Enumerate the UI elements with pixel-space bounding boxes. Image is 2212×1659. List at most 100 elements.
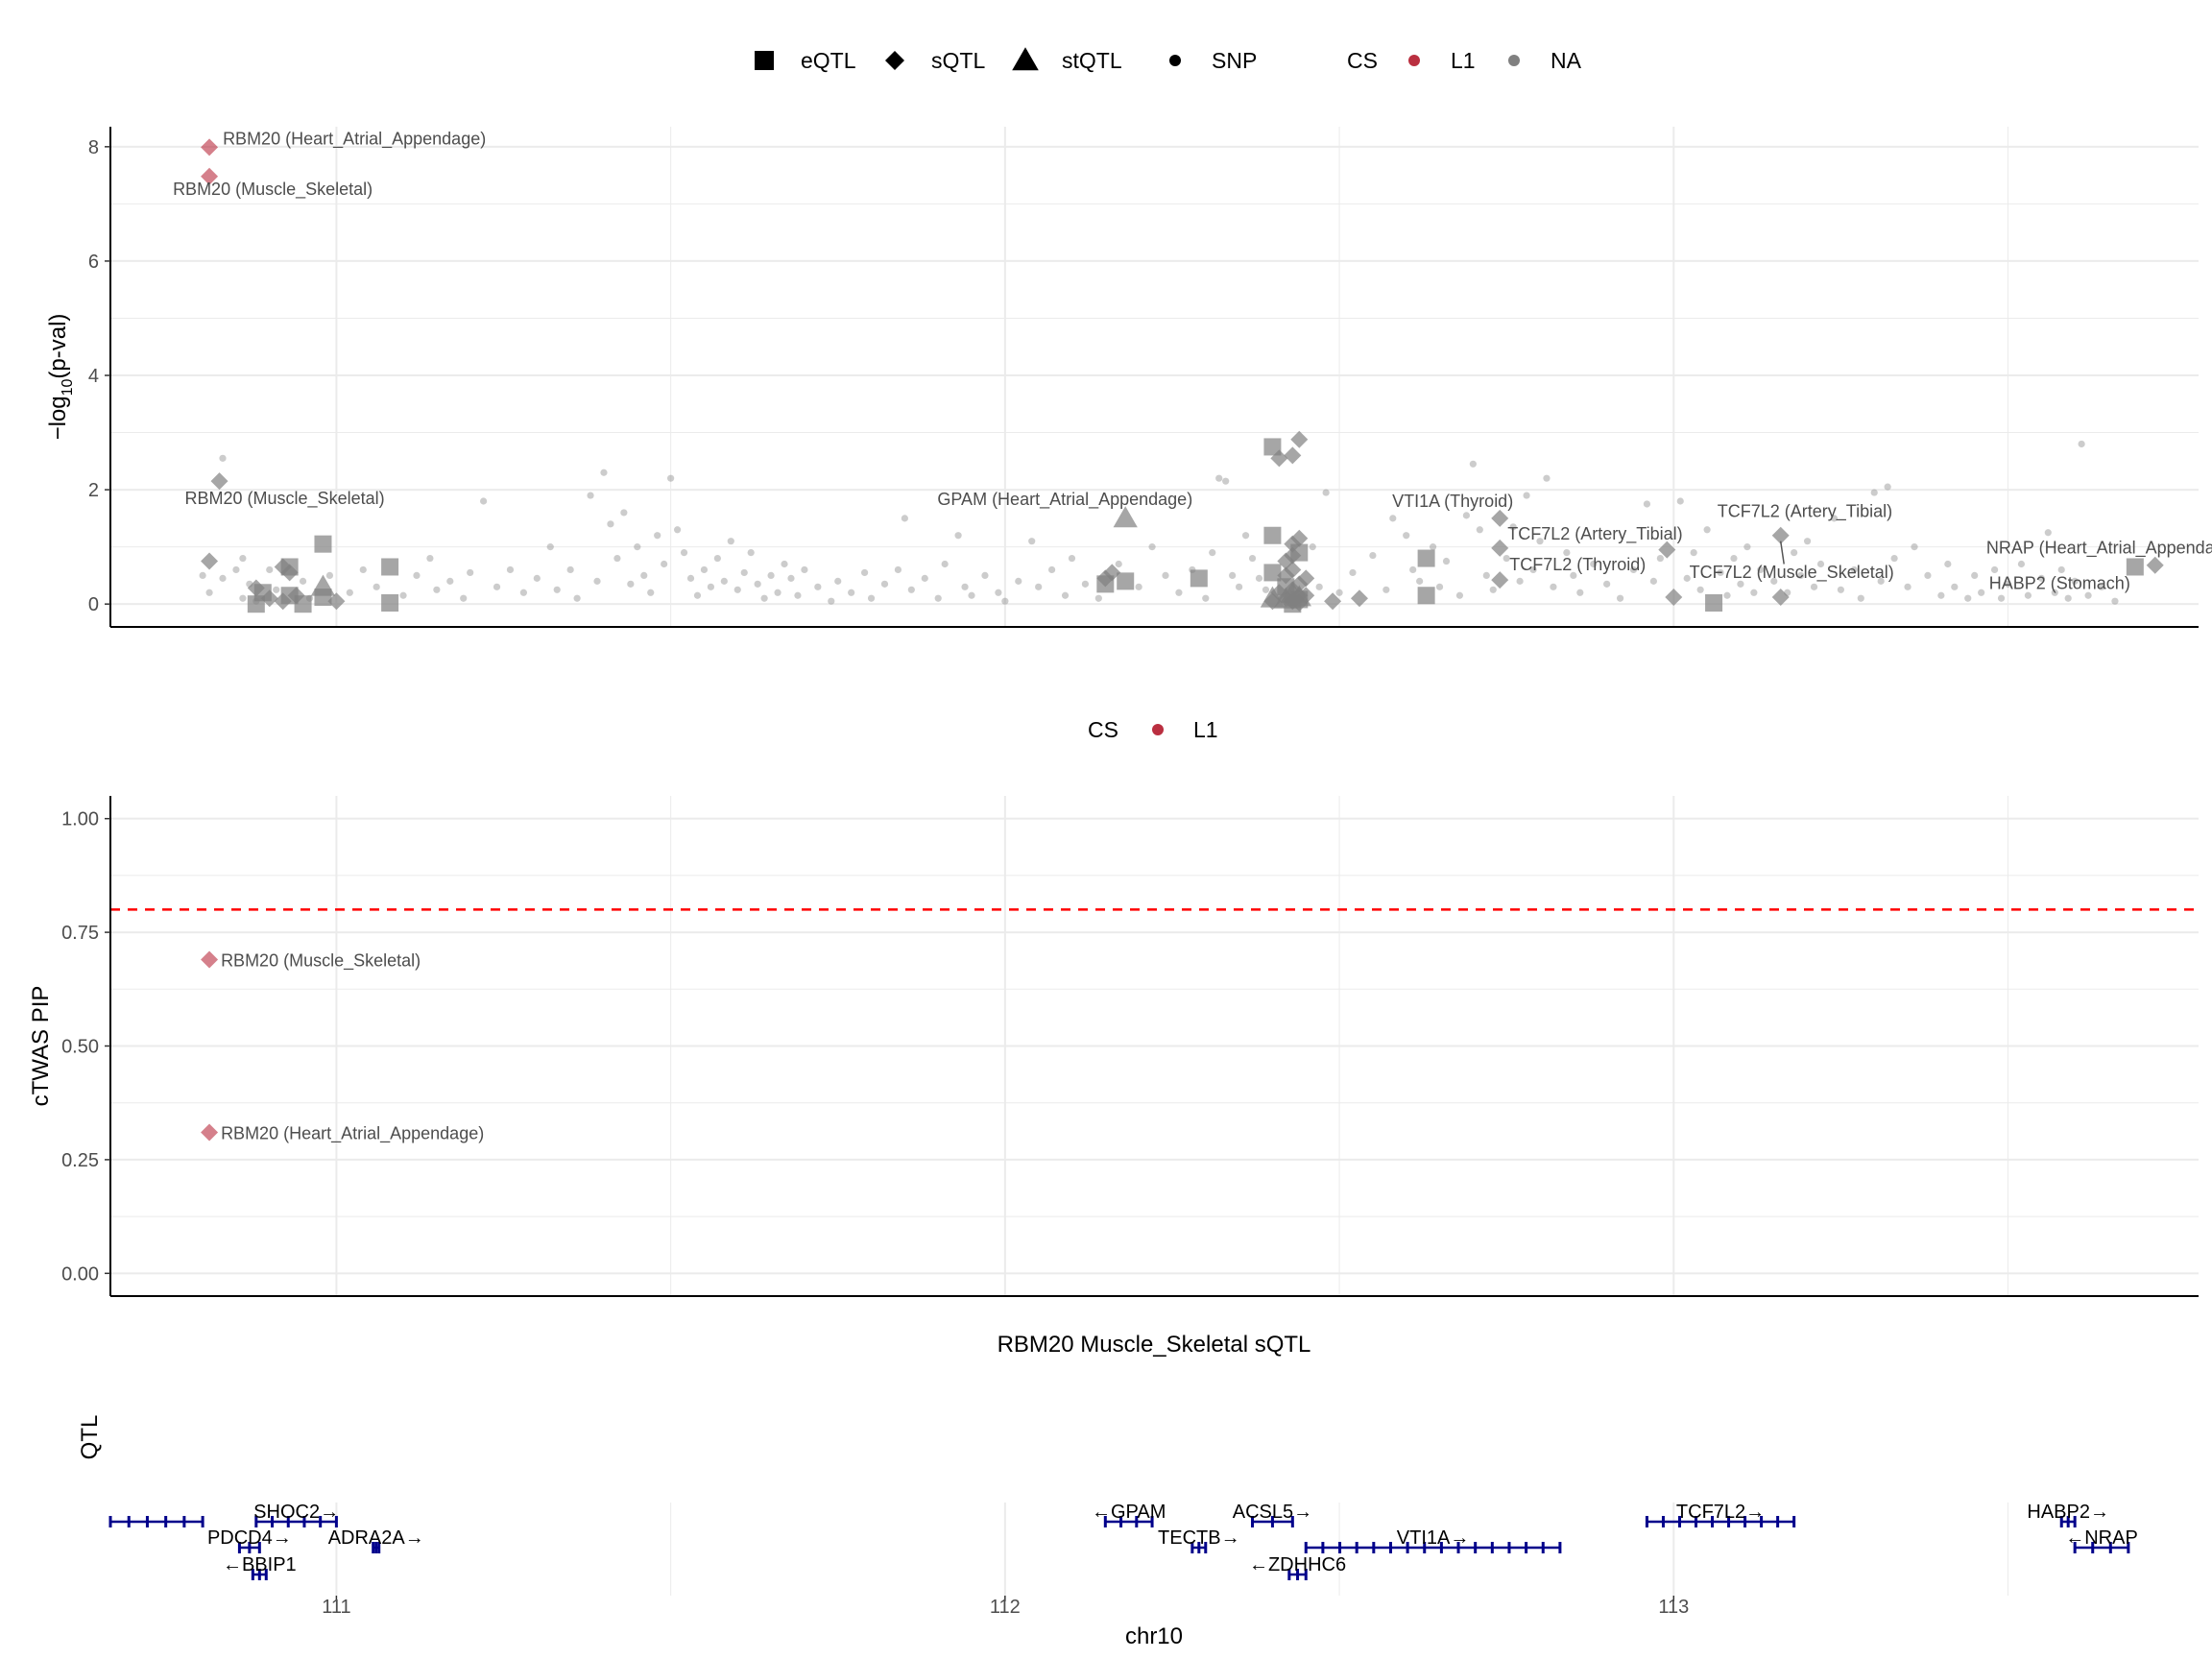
snp-point [1676, 497, 1684, 505]
snp-point [460, 594, 468, 602]
snp-point [1148, 543, 1156, 551]
p2-legend-key-cs-l1 [1152, 724, 1164, 735]
snp-point [693, 591, 702, 599]
gene-exon [1135, 1516, 1139, 1527]
square-point [314, 535, 332, 553]
snp-point [620, 509, 628, 517]
gene-label: ←ZDHHC6 [1249, 1554, 1346, 1575]
gene-exon [1558, 1542, 1562, 1553]
snp-point [867, 594, 876, 602]
snp-point [1703, 526, 1711, 534]
snp-point [1649, 577, 1657, 585]
snp-point [1884, 483, 1891, 491]
snp-point [667, 474, 675, 482]
gene-label: ←NRAP [2065, 1527, 2138, 1549]
snp-point [480, 497, 488, 505]
snp-point [232, 565, 240, 574]
gene-label: ←GPAM [1092, 1502, 1166, 1523]
snp-point [2071, 577, 2079, 585]
p2-y-tick-label: 0.25 [61, 1150, 99, 1171]
gene-exon [1661, 1516, 1665, 1527]
square-point [1290, 590, 1309, 609]
diamond-point [1290, 529, 1309, 547]
pip-panel: 0.00 0.25 0.50 0.75 1.00 cTWAS PIP RBM20 (Musc… [28, 717, 2199, 1297]
legend-key-square [755, 51, 774, 70]
snp-point [901, 515, 908, 522]
snp-point [1770, 577, 1778, 585]
snp-point [828, 597, 835, 605]
p2-y-tick-label: 0.75 [61, 923, 99, 944]
snp-point [1229, 571, 1237, 580]
snp-point [747, 548, 755, 557]
snp-point [727, 538, 734, 545]
square-point [1263, 526, 1282, 544]
legend-label-eqtl: eQTL [801, 48, 856, 73]
gene-exon [1727, 1516, 1731, 1527]
snp-point [1563, 548, 1571, 557]
diamond-point [1491, 571, 1509, 589]
snp-point [1737, 580, 1744, 588]
gene-exon [1296, 1569, 1300, 1580]
diamond-point [201, 167, 219, 185]
square-point [381, 593, 399, 612]
gene-exon [374, 1542, 378, 1553]
snp-point [1236, 583, 1243, 590]
gene-exon [1695, 1516, 1698, 1527]
gene-exon [1423, 1542, 1427, 1553]
gene-exon [1645, 1516, 1648, 1527]
snp-point [2111, 597, 2119, 605]
snp-point [359, 565, 367, 574]
gene-exon [1474, 1542, 1478, 1553]
snp-point [1248, 554, 1257, 563]
snp-point [1717, 568, 1724, 577]
gene-exon [251, 1569, 254, 1580]
p1-y-tick-label: 2 [88, 480, 99, 501]
gene-exon [372, 1542, 375, 1553]
snp-point [1469, 460, 1477, 468]
snp-point [2078, 440, 2085, 448]
p1-y-tick-label: 8 [88, 137, 99, 158]
gene-exon [2073, 1516, 2077, 1527]
snp-point [1222, 477, 1230, 485]
gene-exon [1439, 1542, 1443, 1553]
snp-point [995, 589, 1002, 596]
gene-label: VTI1A→ [1397, 1527, 1470, 1549]
snp-point [686, 574, 695, 582]
snp-point [961, 583, 969, 590]
diamond-point [1771, 589, 1790, 607]
gene-exon [1204, 1542, 1208, 1553]
snp-point [1409, 565, 1417, 574]
gene-exon [108, 1516, 112, 1527]
snp-point [1215, 474, 1223, 482]
snp-point [707, 583, 715, 590]
snp-point [1529, 565, 1537, 574]
gene-exon [248, 1542, 252, 1553]
snp-point [446, 577, 454, 585]
gene-exon [2073, 1542, 2077, 1553]
snp-point [1603, 580, 1611, 588]
snp-point [2084, 591, 2092, 599]
gene-label: ACSL5→ [1233, 1502, 1312, 1523]
snp-point [754, 580, 761, 588]
p1-point-label: TCF7L2 (Muscle_Skeletal) [1690, 563, 1894, 583]
snp-point [1830, 515, 1839, 522]
snp-point [1730, 554, 1738, 563]
snp-point [1810, 583, 1818, 590]
snp-point [767, 571, 775, 580]
square-point [1705, 593, 1723, 612]
snp-point [613, 554, 621, 563]
snp-point [1015, 577, 1022, 585]
snp-point [467, 568, 474, 577]
snp-point [1523, 492, 1530, 499]
gene-exon [1388, 1542, 1392, 1553]
snp-point [968, 591, 975, 599]
p1-point-label: VTI1A (Thyroid) [1392, 492, 1513, 511]
snp-point [1435, 583, 1444, 590]
gene-label: ADRA2A→ [328, 1527, 424, 1549]
square-point [1096, 575, 1115, 593]
snp-point [1816, 560, 1825, 568]
p1-point-label: RBM20 (Muscle_Skeletal) [173, 180, 373, 200]
diamond-point [327, 592, 346, 611]
snp-point [941, 560, 949, 568]
snp-point [1503, 554, 1510, 563]
